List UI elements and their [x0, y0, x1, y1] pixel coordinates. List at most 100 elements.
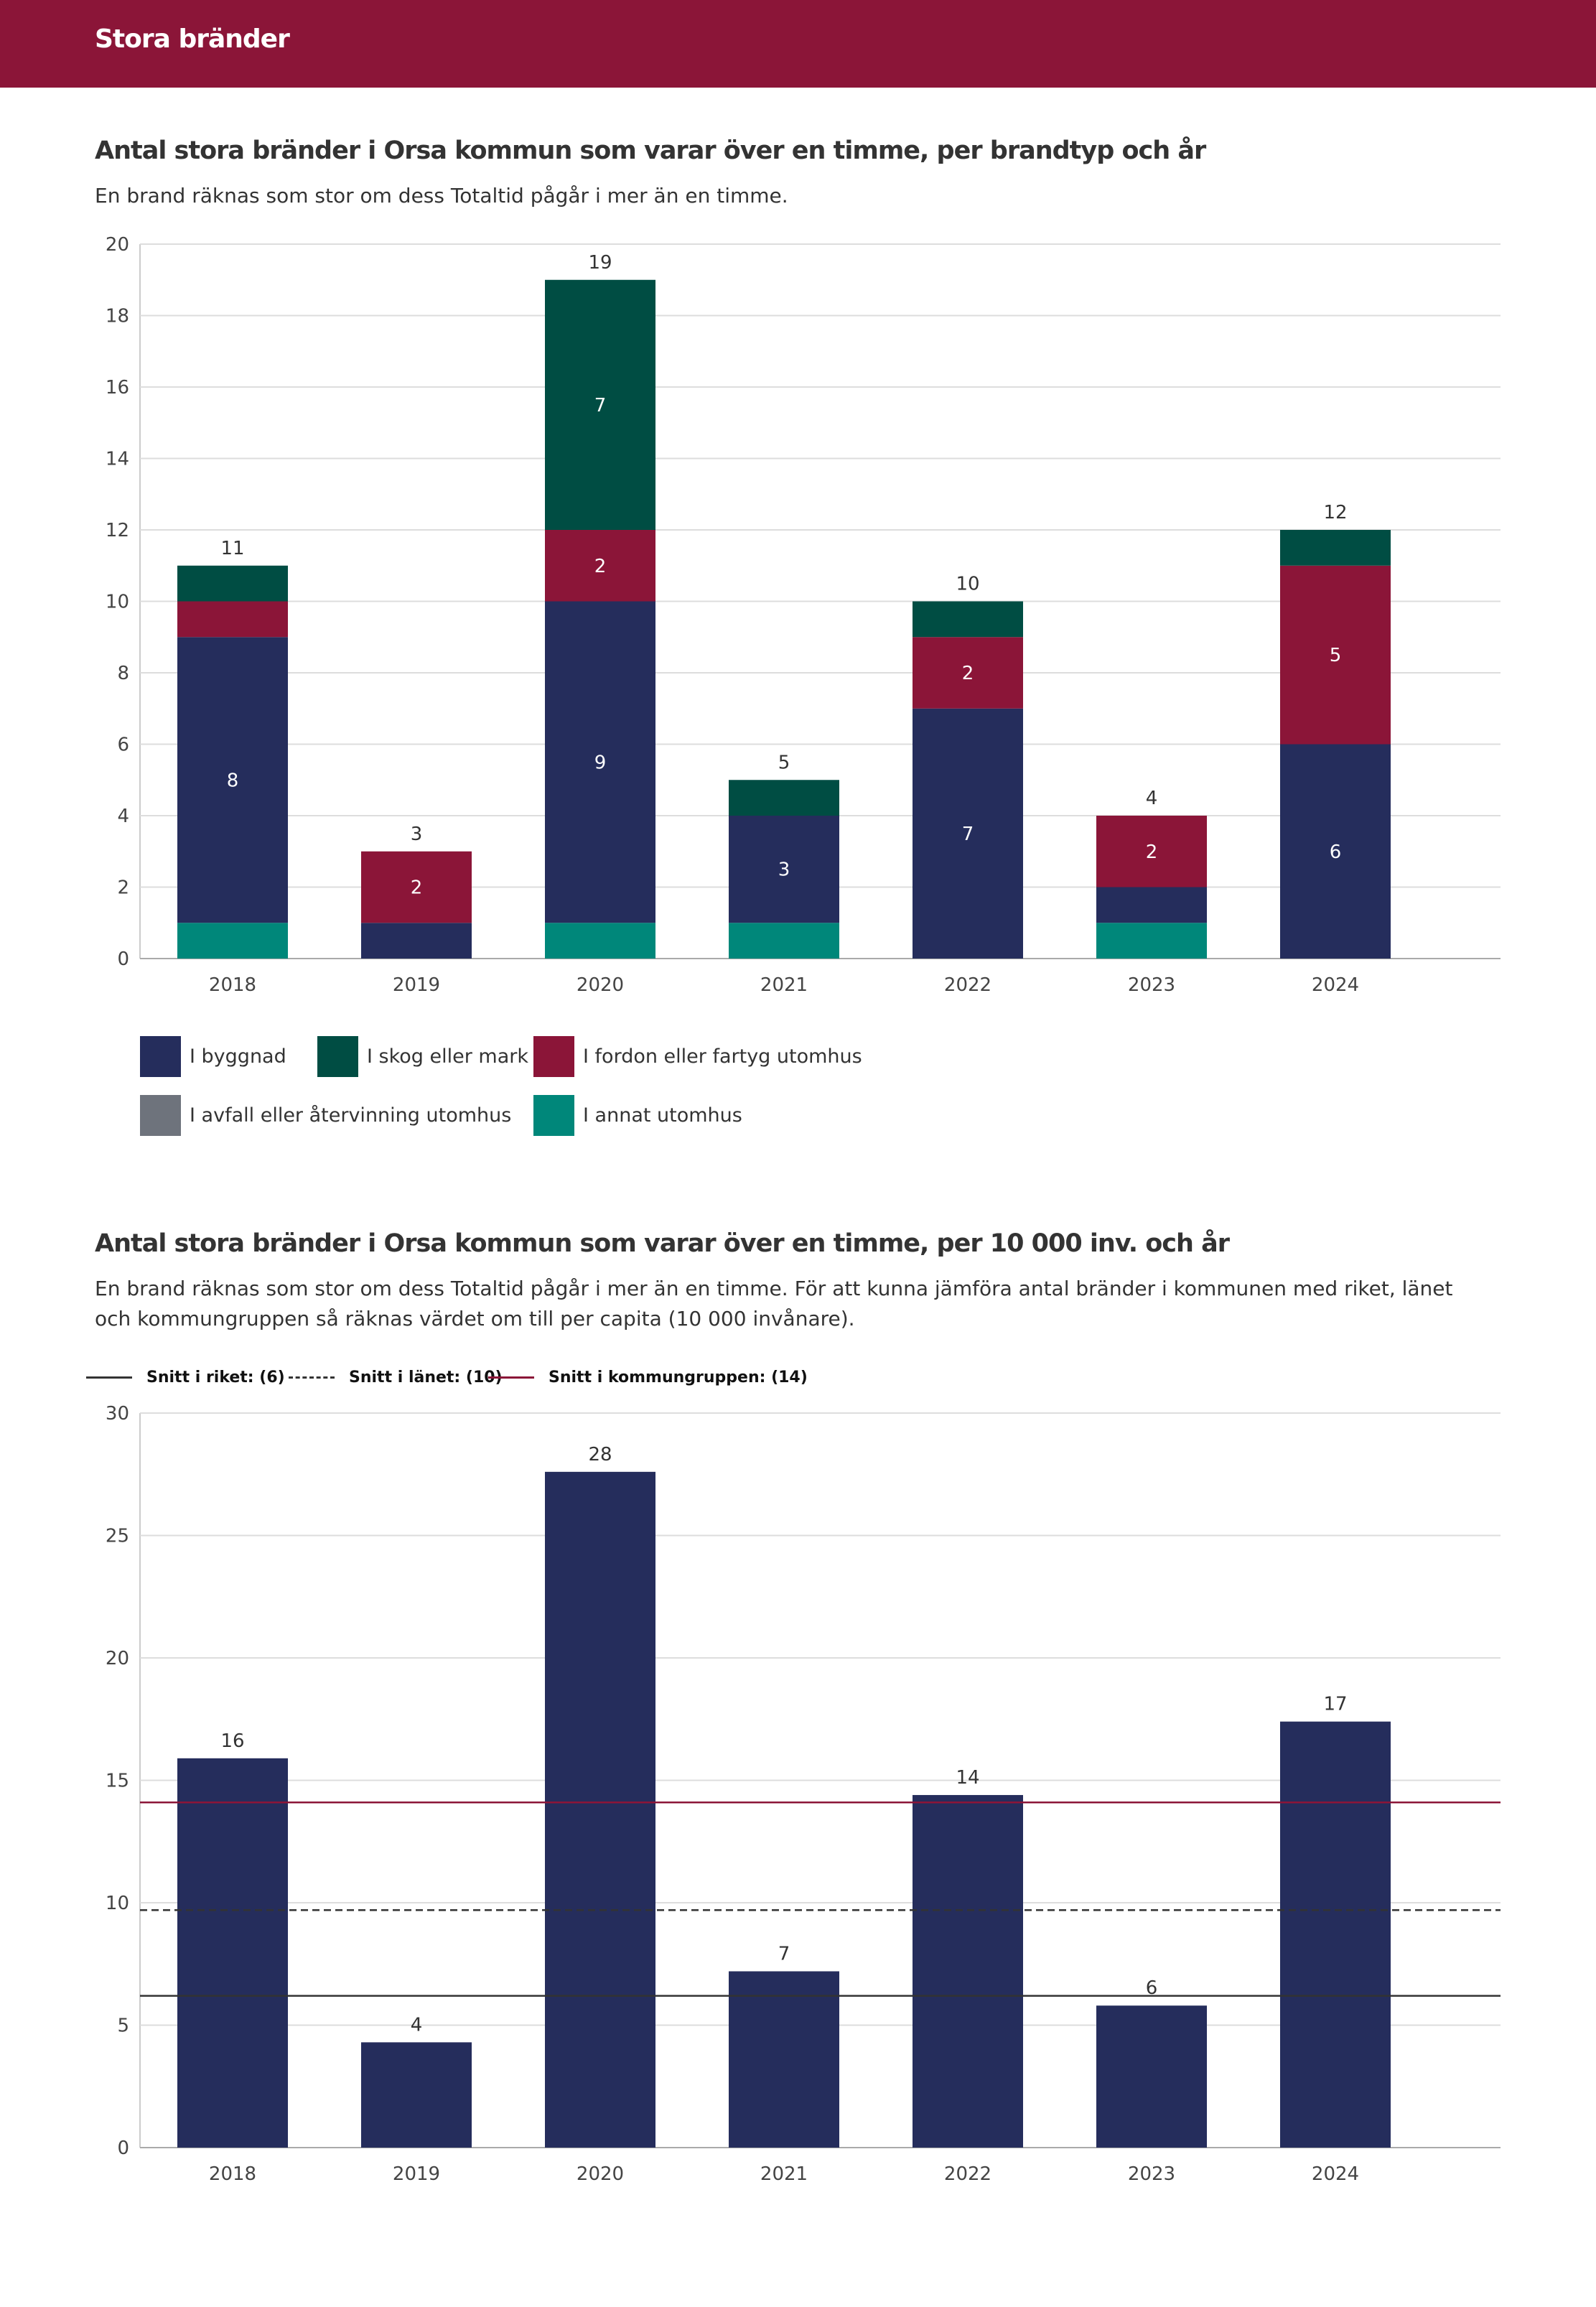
- reference-legend-item: Snitt i länet: (10): [289, 1369, 503, 1386]
- x-tick-label: 2024: [1312, 974, 1359, 996]
- y-tick-label: 18: [106, 306, 129, 327]
- bar-segment: [1096, 816, 1207, 887]
- segment-label: 2: [1146, 842, 1158, 863]
- y-tick-label: 4: [117, 806, 129, 827]
- legend-item[interactable]: I avfall eller återvinning utomhus: [140, 1095, 511, 1136]
- bar-segment: [1096, 923, 1207, 959]
- bar: [361, 2042, 472, 2148]
- bar: [913, 1794, 1023, 2148]
- x-tick-label: 2021: [760, 974, 808, 996]
- legend-label: Snitt i riket: (6): [146, 1369, 285, 1386]
- legend-label: I annat utomhus: [583, 1104, 742, 1127]
- bar-segment: [729, 780, 839, 816]
- legend-swatch: [533, 1095, 574, 1136]
- legend-line-icon: [86, 1376, 132, 1379]
- y-tick-label: 0: [117, 2138, 129, 2159]
- bar-value-label: 28: [588, 1444, 612, 1465]
- bar-segment: [729, 923, 839, 959]
- bar-segment: [177, 601, 288, 638]
- legend-label: I byggnad: [190, 1045, 286, 1068]
- chart2-subtitle: En brand räknas som stor om dess Totalti…: [95, 1277, 1453, 1330]
- x-tick-label: 2023: [1128, 974, 1175, 996]
- stacked-bar-chart: 0 2 4 6 8 10 12 14 16 18 20 8 11 2018 2 3 2019 9 2 7 19 2020 3…: [106, 234, 1501, 996]
- x-tick-label: 2022: [944, 974, 991, 996]
- legend-label: Snitt i kommungruppen: (14): [549, 1369, 808, 1386]
- y-tick-label: 2: [117, 877, 129, 899]
- bar-segment: [913, 708, 1023, 959]
- bar-value-label: 16: [220, 1730, 244, 1752]
- reference-legend-item: Snitt i riket: (6): [86, 1369, 285, 1386]
- x-tick-label: 2019: [393, 2163, 440, 2185]
- bar-segment: [913, 601, 1023, 638]
- y-tick-label: 0: [117, 949, 129, 970]
- bar: [177, 1758, 288, 2148]
- segment-label: 7: [594, 395, 607, 416]
- y-tick-label: 6: [117, 735, 129, 756]
- bar-segment: [177, 923, 288, 959]
- bar-segment: [1280, 744, 1391, 959]
- x-tick-label: 2024: [1312, 2163, 1359, 2185]
- legend-item[interactable]: I fordon eller fartyg utomhus: [533, 1036, 862, 1077]
- legend-swatch: [533, 1036, 574, 1077]
- legend-swatch: [140, 1036, 181, 1077]
- legend-swatch: [140, 1095, 181, 1136]
- total-label: 5: [778, 752, 790, 773]
- x-tick-label: 2020: [577, 974, 624, 996]
- y-tick-label: 12: [106, 520, 129, 541]
- legend-swatch: [317, 1036, 358, 1077]
- x-tick-label: 2023: [1128, 2163, 1175, 2185]
- bar-segment: [1280, 530, 1391, 566]
- bar-segment: [361, 851, 472, 923]
- total-label: 10: [956, 574, 979, 595]
- y-tick-label: 16: [106, 377, 129, 399]
- bar-segment: [1280, 565, 1391, 745]
- chart2-title: Antal stora bränder i Orsa kommun som va…: [95, 1229, 1230, 1258]
- bar-value-label: 17: [1323, 1694, 1347, 1715]
- total-label: 19: [588, 252, 612, 274]
- segment-label: 7: [962, 824, 974, 845]
- x-tick-label: 2020: [577, 2163, 624, 2185]
- y-tick-label: 25: [106, 1526, 129, 1547]
- x-tick-label: 2022: [944, 2163, 991, 2185]
- segment-label: 6: [1330, 842, 1342, 863]
- y-tick-label: 20: [106, 1648, 129, 1669]
- bar-segment: [913, 637, 1023, 709]
- bar-segment: [545, 530, 655, 602]
- total-label: 12: [1323, 502, 1347, 523]
- segment-label: 3: [778, 859, 790, 881]
- x-tick-label: 2019: [393, 974, 440, 996]
- segment-label: 9: [594, 752, 607, 773]
- legend-label: I fordon eller fartyg utomhus: [583, 1045, 862, 1068]
- legend-label: I skog eller mark: [367, 1045, 529, 1068]
- total-label: 4: [1146, 788, 1158, 809]
- y-tick-label: 14: [106, 449, 129, 470]
- y-tick-label: 8: [117, 663, 129, 684]
- legend-line-icon: [488, 1376, 534, 1379]
- bar-segment: [729, 816, 839, 923]
- bar-value-label: 6: [1146, 1977, 1158, 1999]
- bar-segment: [177, 637, 288, 923]
- bar: [729, 1971, 839, 2148]
- bar-segment: [545, 923, 655, 959]
- bar-value-label: 4: [411, 2014, 423, 2036]
- bar-segment: [1096, 887, 1207, 923]
- page-header: Stora bränder: [0, 0, 1596, 88]
- x-tick-label: 2021: [760, 2163, 808, 2185]
- reference-legend-item: Snitt i kommungruppen: (14): [488, 1369, 808, 1386]
- bar-value-label: 7: [778, 1943, 790, 1965]
- legend-label: I avfall eller återvinning utomhus: [190, 1104, 512, 1127]
- y-tick-label: 5: [117, 2015, 129, 2037]
- legend-item[interactable]: I byggnad: [140, 1036, 286, 1077]
- bar-segment: [177, 565, 288, 602]
- segment-label: 2: [594, 556, 607, 577]
- bar: [545, 1471, 655, 2148]
- x-tick-label: 2018: [209, 974, 256, 996]
- legend-item[interactable]: I skog eller mark: [317, 1036, 528, 1077]
- chart1-subtitle: En brand räknas som stor om dess Totalti…: [95, 184, 788, 208]
- bar-segment: [545, 601, 655, 923]
- chart1-title: Antal stora bränder i Orsa kommun som va…: [95, 136, 1206, 165]
- bar-segment: [361, 923, 472, 959]
- page-title: Stora bränder: [95, 24, 290, 54]
- legend-item[interactable]: I annat utomhus: [533, 1095, 742, 1136]
